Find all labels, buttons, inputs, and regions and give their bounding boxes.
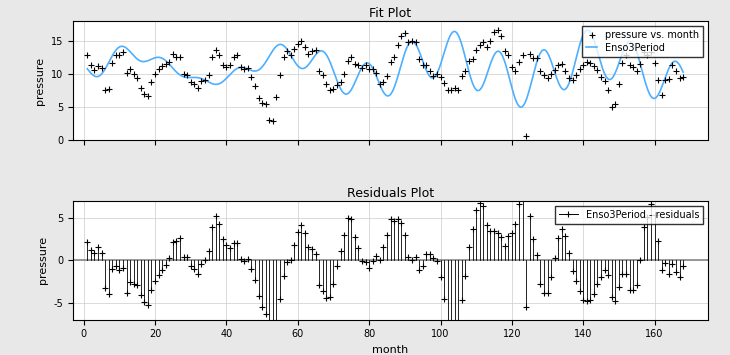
pressure vs. month xyxy=(679,75,688,79)
Legend: Enso3Period - residuals: Enso3Period - residuals xyxy=(555,206,703,224)
Enso3Period xyxy=(324,56,333,60)
Enso3Period xyxy=(559,87,568,92)
Legend: pressure vs. month, Enso3Period: pressure vs. month, Enso3Period xyxy=(582,26,703,57)
Enso3Period xyxy=(517,105,526,109)
pressure vs. month xyxy=(433,72,442,76)
pressure vs. month xyxy=(190,82,199,86)
Title: Fit Plot: Fit Plot xyxy=(369,7,412,20)
pressure vs. month xyxy=(493,28,502,32)
Enso3Period xyxy=(583,28,592,32)
Enso3Period xyxy=(345,90,354,94)
X-axis label: month: month xyxy=(372,345,409,355)
Enso3Period xyxy=(492,50,501,54)
pressure vs. month xyxy=(522,134,531,138)
pressure vs. month xyxy=(564,76,573,80)
Line: Enso3Period: Enso3Period xyxy=(88,30,683,107)
pressure vs. month xyxy=(83,53,92,57)
pressure vs. month xyxy=(422,63,431,67)
Line: pressure vs. month: pressure vs. month xyxy=(84,26,687,140)
pressure vs. month xyxy=(286,53,295,57)
Y-axis label: pressure: pressure xyxy=(35,56,45,104)
Enso3Period xyxy=(548,63,557,67)
Enso3Period xyxy=(83,67,92,71)
Enso3Period xyxy=(679,70,688,74)
Title: Residuals Plot: Residuals Plot xyxy=(347,187,434,200)
Enso3Period xyxy=(144,59,153,63)
Y-axis label: pressure: pressure xyxy=(38,236,48,284)
pressure vs. month xyxy=(254,95,263,100)
